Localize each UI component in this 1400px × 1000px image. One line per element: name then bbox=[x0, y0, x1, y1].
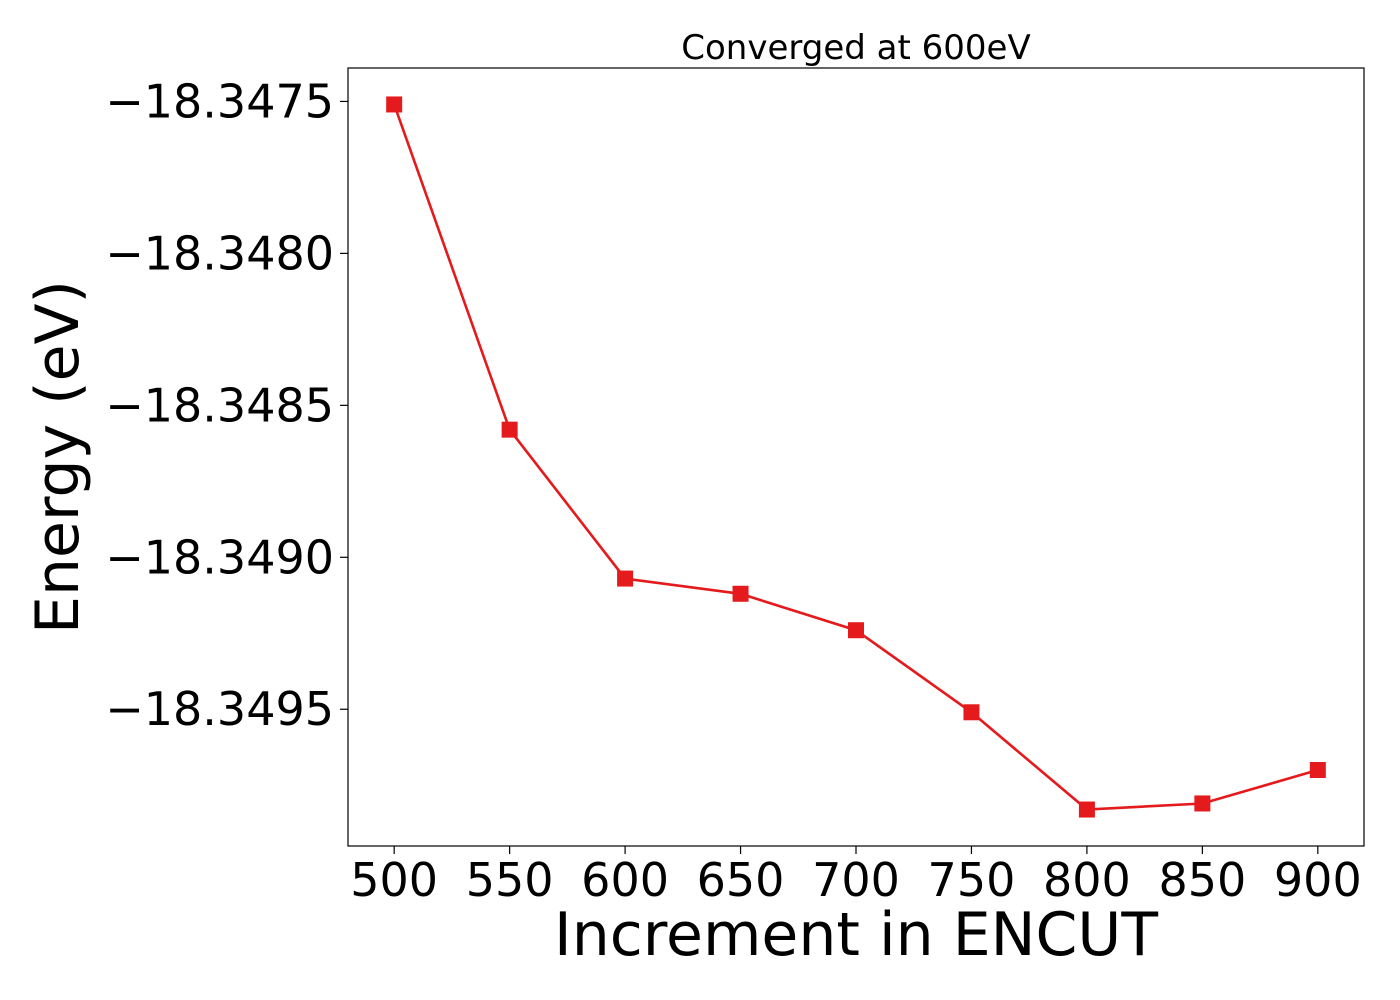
y-tick-label: −18.3495 bbox=[105, 682, 334, 736]
x-tick-label: 650 bbox=[697, 853, 785, 907]
x-tick-label: 700 bbox=[812, 853, 900, 907]
data-point bbox=[501, 421, 518, 438]
x-tick-label: 750 bbox=[928, 853, 1016, 907]
data-point bbox=[1309, 762, 1326, 779]
x-axis-label: Increment in ENCUT bbox=[554, 900, 1158, 970]
y-tick-label: −18.3475 bbox=[105, 74, 334, 128]
x-tick-label: 800 bbox=[1043, 853, 1131, 907]
y-tick-label: −18.3490 bbox=[105, 530, 334, 584]
x-axis-ticks: 500 550 600 650 700 750 800 850 900 bbox=[350, 846, 1362, 907]
data-point bbox=[386, 96, 403, 113]
x-tick-label: 550 bbox=[466, 853, 554, 907]
x-tick-label: 900 bbox=[1274, 853, 1362, 907]
y-axis-ticks: −18.3475 −18.3480 −18.3485 −18.3490 −18.3495 bbox=[105, 74, 348, 736]
x-tick-label: 500 bbox=[350, 853, 438, 907]
data-point bbox=[848, 622, 864, 639]
data-point bbox=[732, 585, 749, 602]
data-point bbox=[617, 570, 634, 587]
data-point bbox=[1194, 795, 1211, 812]
chart-title: Converged at 600eV bbox=[681, 28, 1030, 68]
data-point bbox=[963, 704, 980, 721]
y-tick-label: −18.3480 bbox=[105, 226, 334, 280]
y-axis-label: Energy (eV) bbox=[23, 280, 93, 634]
y-tick-label: −18.3485 bbox=[105, 378, 334, 432]
data-point bbox=[1078, 801, 1095, 818]
x-tick-label: 600 bbox=[581, 853, 669, 907]
series-layer bbox=[386, 96, 1326, 818]
x-tick-label: 850 bbox=[1158, 853, 1246, 907]
